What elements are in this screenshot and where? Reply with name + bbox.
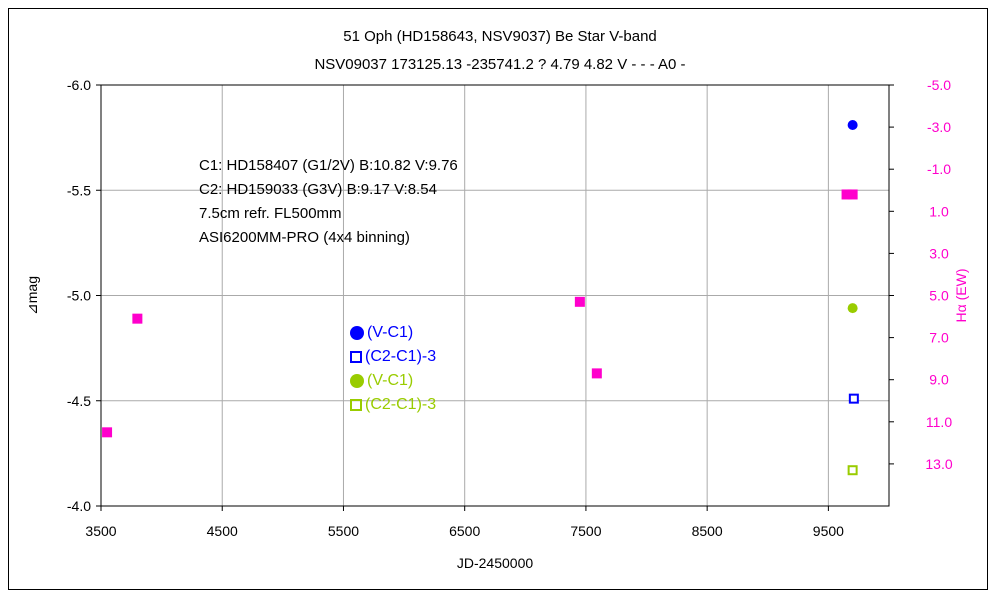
filled-circle-icon	[350, 326, 364, 340]
data-point	[847, 465, 858, 476]
data-point	[847, 119, 858, 130]
x-tick-label: 6500	[449, 523, 480, 539]
legend-label: (C2-C1)-3	[365, 396, 437, 413]
data-point	[847, 189, 858, 200]
x-tick-label: 9500	[813, 523, 844, 539]
legend-item-c2-c1-blue: (C2-C1)-3	[350, 348, 436, 366]
legend-item-v-c1-green: (V-C1)	[350, 372, 413, 390]
y2-tick-label: 7.0	[929, 330, 949, 346]
open-square-icon	[350, 399, 362, 411]
note-comparison-1: C1: HD158407 (G1/2V) B:10.82 V:9.76	[199, 157, 458, 174]
data-point	[132, 313, 143, 324]
y2-tick-label: -1.0	[927, 161, 951, 177]
note-telescope: 7.5cm refr. FL500mm	[199, 205, 342, 222]
y-axis-label: ⊿mag	[24, 276, 40, 315]
chart-frame	[8, 8, 988, 590]
x-tick-label: 5500	[328, 523, 359, 539]
y2-axis-label: Hα (EW)	[953, 269, 969, 323]
y2-tick-label: 9.0	[929, 372, 949, 388]
y-tick-label: -5.5	[67, 182, 91, 198]
chart-title: 51 Oph (HD158643, NSV9037) Be Star V-ban…	[343, 28, 657, 45]
open-square-icon	[350, 351, 362, 363]
y-tick-label: -4.5	[67, 393, 91, 409]
y-tick-label: -4.0	[67, 498, 91, 514]
data-point	[847, 303, 858, 314]
y2-tick-label: 5.0	[929, 288, 949, 304]
legend-label: (C2-C1)-3	[365, 348, 437, 365]
y2-tick-label: 11.0	[926, 414, 952, 430]
y2-tick-label: 3.0	[929, 245, 949, 261]
y2-tick-label: -5.0	[927, 77, 951, 93]
note-camera: ASI6200MM-PRO (4x4 binning)	[199, 229, 410, 246]
data-point	[574, 296, 585, 307]
data-point	[102, 427, 113, 438]
chart-subtitle: NSV09037 173125.13 -235741.2 ? 4.79 4.82…	[314, 56, 686, 73]
data-point	[848, 393, 859, 404]
legend-item-v-c1-blue: (V-C1)	[350, 324, 413, 342]
y-tick-label: -6.0	[67, 77, 91, 93]
y2-tick-label: -3.0	[927, 119, 951, 135]
legend-label: (V-C1)	[367, 372, 414, 389]
x-tick-label: 7500	[570, 523, 601, 539]
y2-tick-label: 13.0	[925, 456, 952, 472]
y-tick-label: -5.0	[67, 288, 91, 304]
x-tick-label: 8500	[692, 523, 723, 539]
legend-label: (V-C1)	[367, 324, 414, 341]
data-point	[841, 189, 852, 200]
filled-circle-icon	[350, 374, 364, 388]
x-tick-label: 3500	[85, 523, 116, 539]
note-comparison-2: C2: HD159033 (G3V) B:9.17 V:8.54	[199, 181, 437, 198]
x-tick-label: 4500	[207, 523, 238, 539]
data-point	[591, 368, 602, 379]
y2-tick-label: 1.0	[929, 203, 949, 219]
x-axis-label: JD-2450000	[457, 555, 533, 571]
legend-item-c2-c1-green: (C2-C1)-3	[350, 396, 436, 414]
